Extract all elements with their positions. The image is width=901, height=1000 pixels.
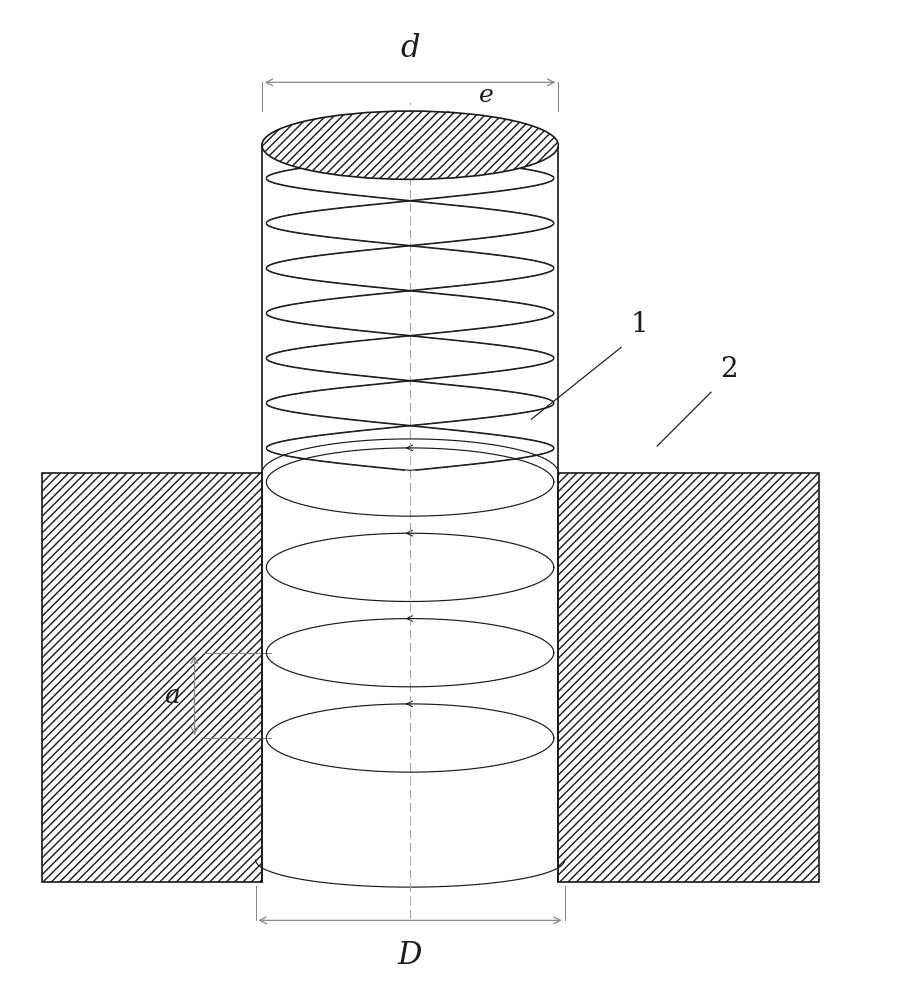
Text: 1: 1 [630,311,648,338]
Text: e: e [479,84,494,107]
Text: d: d [400,33,420,64]
Text: 2: 2 [720,356,738,383]
Text: D: D [398,940,423,971]
Bar [41,473,262,882]
Bar [559,473,819,882]
Text: a: a [164,683,180,708]
Ellipse shape [262,111,559,179]
